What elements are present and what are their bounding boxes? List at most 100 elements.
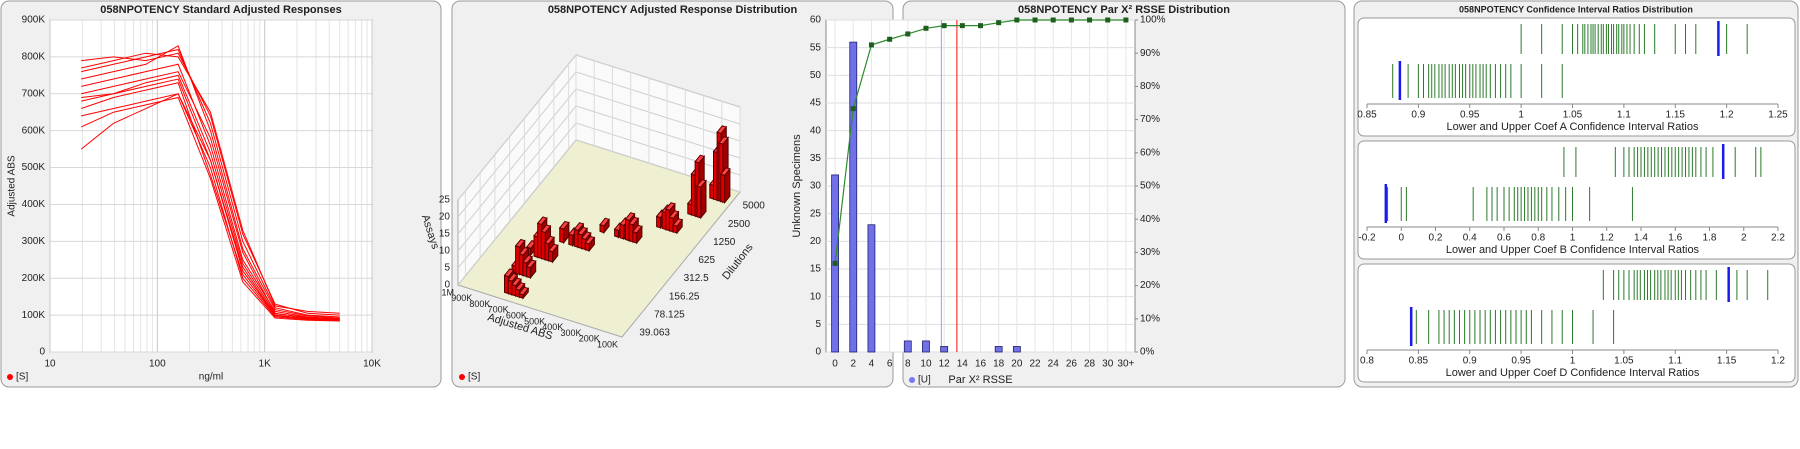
y2-tick-label: 80% [1140,81,1160,92]
y-tick-label: 20 [810,236,822,247]
y-tick-label: 200K [22,273,46,284]
bar-top [628,216,640,226]
bar-front [656,215,662,229]
y-tick-label: 15 [810,264,822,275]
bar-top [672,218,684,227]
x-tick-label: 1.2 [1600,233,1614,244]
line-marker [887,36,893,42]
x-tick-label: 1M [441,287,454,297]
chart-title: 058NPOTENCY Adjusted Response Distributi… [548,4,798,16]
x-tick-label: 0 [832,359,838,370]
bar-top [507,272,519,282]
x-tick-label: 2.2 [1771,233,1785,244]
bar-front [559,227,565,244]
y2-tick-label: 40% [1140,214,1160,225]
x-tick-label: 4 [869,359,875,370]
y-tick-label: 40 [810,125,822,136]
legend-dot [909,377,915,383]
x-tick-label: 20 [1011,359,1023,370]
bar [631,224,643,245]
y-tick-label: 100K [22,310,46,321]
line-marker [996,20,1002,26]
y-tick-label: 800K [22,52,46,63]
y2-tick-label: 30% [1140,247,1160,258]
bar-top [696,179,707,188]
x-tick-label: 200K [579,334,600,344]
x-tick-label: 0.8 [1531,233,1545,244]
x-tick-label: 1 [1570,233,1576,244]
bar-top [573,222,585,231]
x-tick-label: 400K [542,322,563,332]
bar [940,346,949,353]
series-line [81,82,340,321]
x-tick-label: 18 [993,359,1005,370]
series-line [81,52,340,314]
bar-top [525,259,537,269]
line-marker [1105,17,1111,23]
x-axis-label: Lower and Upper Coef B Confidence Interv… [1446,244,1700,256]
x-axis-label: ng/ml [199,372,223,383]
bar-top [522,254,533,264]
x-axis-label: Par X² RSSE [948,374,1012,386]
x-tick-label: 1.2 [1720,110,1734,121]
x-tick-label: 100K [597,339,618,349]
x-axis-label: Lower and Upper Coef D Confidence Interv… [1446,367,1700,379]
bar [525,259,537,280]
y-tick-label: 625 [698,255,715,266]
y-tick-label: 312.5 [684,273,709,284]
x-tick-label: 0.2 [1429,233,1443,244]
x-tick-label: 28 [1084,359,1096,370]
y-tick-label: 700K [22,88,46,99]
bar [867,224,876,353]
bar-top [584,235,596,245]
line-marker [978,23,983,29]
y2-tick-label: 90% [1140,48,1160,59]
x-tick-label: 100 [149,359,166,370]
y-tick-label: 400K [22,199,46,210]
legend-dot [7,374,13,380]
y-tick-label: 60 [810,15,822,26]
x-tick-label: 1.4 [1634,233,1648,244]
bar-front [696,185,702,219]
series-line [81,63,340,320]
z-tick-label: 25 [439,195,451,206]
bar-top [624,212,636,221]
x-tick-label: 22 [1029,359,1041,370]
x-tick-label: 500K [524,316,545,326]
x-tick-label: 0.8 [1360,356,1374,367]
line-marker [923,25,929,31]
x-tick-label: 1.2 [1771,356,1785,367]
line-marker [850,106,856,112]
bar-front [526,265,531,279]
bar [922,340,930,353]
x-tick-label: 1.05 [1563,110,1583,121]
line-marker [1032,17,1038,23]
bar-front [568,233,574,247]
x-tick-label: 0 [1398,233,1404,244]
bar [672,218,684,235]
x-axis-label: Lower and Upper Coef A Confidence Interv… [1447,121,1699,133]
series-line [81,74,340,320]
bar [719,167,731,205]
y-tick-label: 10 [810,291,822,302]
bar-top [536,216,548,226]
x-tick-label: 1K [259,359,272,370]
bar-top [547,243,559,253]
y-tick-label: 600K [22,125,46,136]
y-tick-label: 0 [39,347,45,358]
series-line [81,45,340,319]
y-tick-label: 50 [810,70,822,81]
x-tick-label: 0.85 [1409,356,1429,367]
y-tick-label: 156.25 [669,291,700,302]
x-tick-label: 1.05 [1614,356,1634,367]
bar [849,41,858,353]
y2-tick-label: 100% [1140,15,1166,26]
bar [547,243,559,264]
bar [903,340,912,353]
x-tick-label: 0.4 [1463,233,1477,244]
bar-top [719,167,731,176]
legend-label: [U] [918,375,931,386]
y-tick-label: 35 [810,153,822,164]
y2-tick-label: 60% [1140,147,1160,158]
